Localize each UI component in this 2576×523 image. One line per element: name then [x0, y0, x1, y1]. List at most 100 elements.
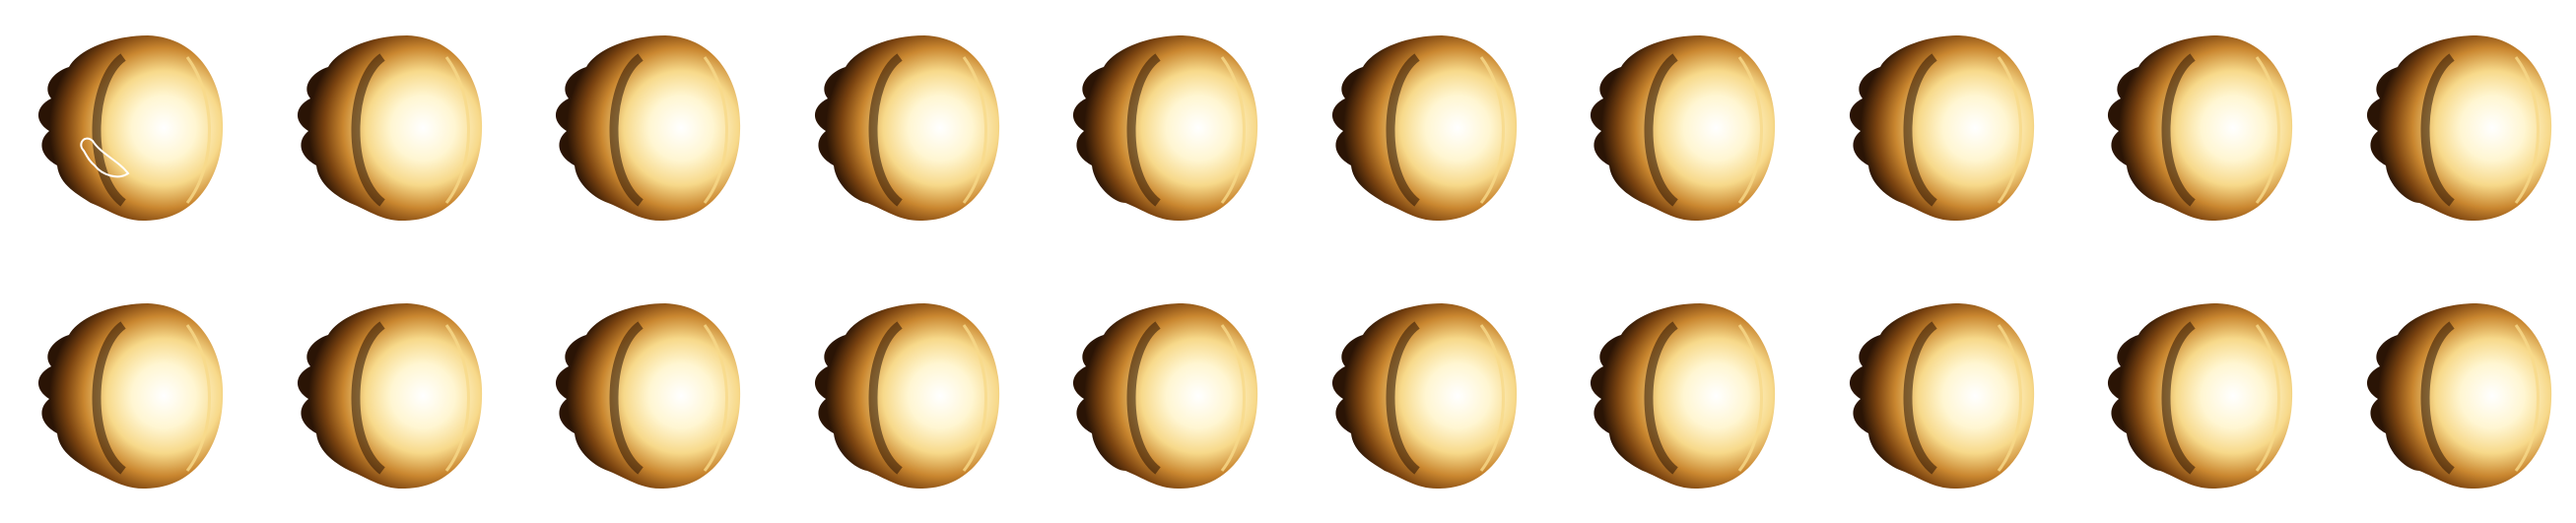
- blob-outer-rim: [1479, 324, 1505, 472]
- blob-image: [814, 35, 999, 222]
- blob-panel: [2358, 295, 2555, 497]
- blob-body: [1590, 35, 1776, 222]
- blob-inner-arc: [1644, 53, 1678, 207]
- blob-panel: [1582, 28, 1779, 229]
- blob-image: [1331, 303, 1517, 490]
- blob-panel: [30, 295, 227, 497]
- blob-panel: [1323, 295, 1521, 497]
- blob-inner-arc: [2420, 53, 2455, 207]
- blob-panel: [547, 28, 744, 229]
- blob-outer-rim: [2255, 324, 2280, 472]
- blob-inner-arc: [1126, 53, 1161, 207]
- blob-body: [1072, 303, 1258, 490]
- blob-image: [555, 303, 741, 490]
- blob-panel: [30, 28, 227, 229]
- blob-outer-rim: [1997, 324, 2022, 472]
- blob-body: [1849, 35, 2034, 222]
- blob-body: [37, 35, 224, 222]
- blob-panel: [806, 28, 1003, 229]
- blob-outer-rim: [1737, 56, 1763, 204]
- blob-body: [2366, 35, 2551, 222]
- blob-outer-rim: [1997, 56, 2022, 204]
- blob-outer-rim: [962, 324, 987, 472]
- blob-outer-rim: [1737, 324, 1763, 472]
- blob-outer-rim: [2514, 56, 2540, 204]
- blob-panel: [2099, 295, 2296, 497]
- blob-outer-rim: [444, 324, 470, 472]
- blob-inner-arc: [868, 53, 903, 207]
- blob-image: [1072, 35, 1258, 222]
- blob-body: [1072, 35, 1258, 222]
- blob-body: [1590, 303, 1776, 490]
- blob-inner-arc: [1386, 321, 1420, 475]
- blob-outer-rim: [185, 56, 211, 204]
- blob-inner-arc: [2161, 53, 2196, 207]
- blob-panel: [547, 295, 744, 497]
- blob-body: [1849, 303, 2034, 490]
- blob-inner-arc: [1644, 321, 1678, 475]
- blob-body: [555, 303, 741, 490]
- blob-body: [555, 35, 741, 222]
- blob-panel: [1582, 295, 1779, 497]
- blob-inner-arc: [1903, 53, 1937, 207]
- blob-inner-arc: [2420, 321, 2455, 475]
- blob-body: [297, 303, 482, 490]
- blob-panel: [289, 28, 486, 229]
- blob-inner-arc: [1386, 53, 1420, 207]
- blob-inner-arc: [351, 321, 385, 475]
- blob-inner-arc: [351, 53, 385, 207]
- blob-panel: [806, 295, 1003, 497]
- blob-body: [2107, 303, 2293, 490]
- blob-body: [814, 303, 999, 490]
- blob-image: [2366, 303, 2551, 490]
- blob-body: [2366, 303, 2551, 490]
- blob-panel: [2358, 28, 2555, 229]
- blob-inner-arc: [1903, 321, 1937, 475]
- blob-outer-rim: [962, 56, 987, 204]
- blob-image: [555, 35, 741, 222]
- blob-inner-arc: [92, 53, 126, 207]
- region-outline: [80, 137, 130, 178]
- blob-outer-rim: [2514, 324, 2540, 472]
- blob-image: [1849, 303, 2034, 490]
- blob-panel: [289, 295, 486, 497]
- blob-inner-arc: [609, 53, 644, 207]
- blob-image: [1849, 35, 2034, 222]
- blob-body: [814, 35, 999, 222]
- blob-body: [2107, 35, 2293, 222]
- blob-inner-arc: [1126, 321, 1161, 475]
- blob-image: [1590, 35, 1776, 222]
- blob-image: [37, 303, 224, 490]
- blob-image: [2366, 35, 2551, 222]
- blob-image: [1590, 303, 1776, 490]
- blob-image: [297, 303, 482, 490]
- blob-body: [297, 35, 482, 222]
- blob-image: [297, 35, 482, 222]
- blob-outer-rim: [185, 324, 211, 472]
- blob-image: [1072, 303, 1258, 490]
- blob-image: [814, 303, 999, 490]
- blob-image: [1331, 35, 1517, 222]
- blob-inner-arc: [868, 321, 903, 475]
- blob-panel: [1323, 28, 1521, 229]
- blob-body: [37, 303, 224, 490]
- blob-inner-arc: [609, 321, 644, 475]
- blob-outer-rim: [703, 56, 728, 204]
- blob-outer-rim: [1220, 324, 1246, 472]
- blob-image: [37, 35, 224, 222]
- blob-inner-arc: [2161, 321, 2196, 475]
- blob-inner-arc: [92, 321, 126, 475]
- blob-outer-rim: [2255, 56, 2280, 204]
- blob-outer-rim: [1479, 56, 1505, 204]
- blob-image: [2107, 303, 2293, 490]
- blob-panel: [1841, 295, 2038, 497]
- blob-outer-rim: [444, 56, 470, 204]
- blob-panel: [1064, 28, 1261, 229]
- blob-panel: [1064, 295, 1261, 497]
- blob-image: [2107, 35, 2293, 222]
- blob-outer-rim: [1220, 56, 1246, 204]
- blob-panel: [1841, 28, 2038, 229]
- blob-body: [1331, 35, 1517, 222]
- blob-panel: [2099, 28, 2296, 229]
